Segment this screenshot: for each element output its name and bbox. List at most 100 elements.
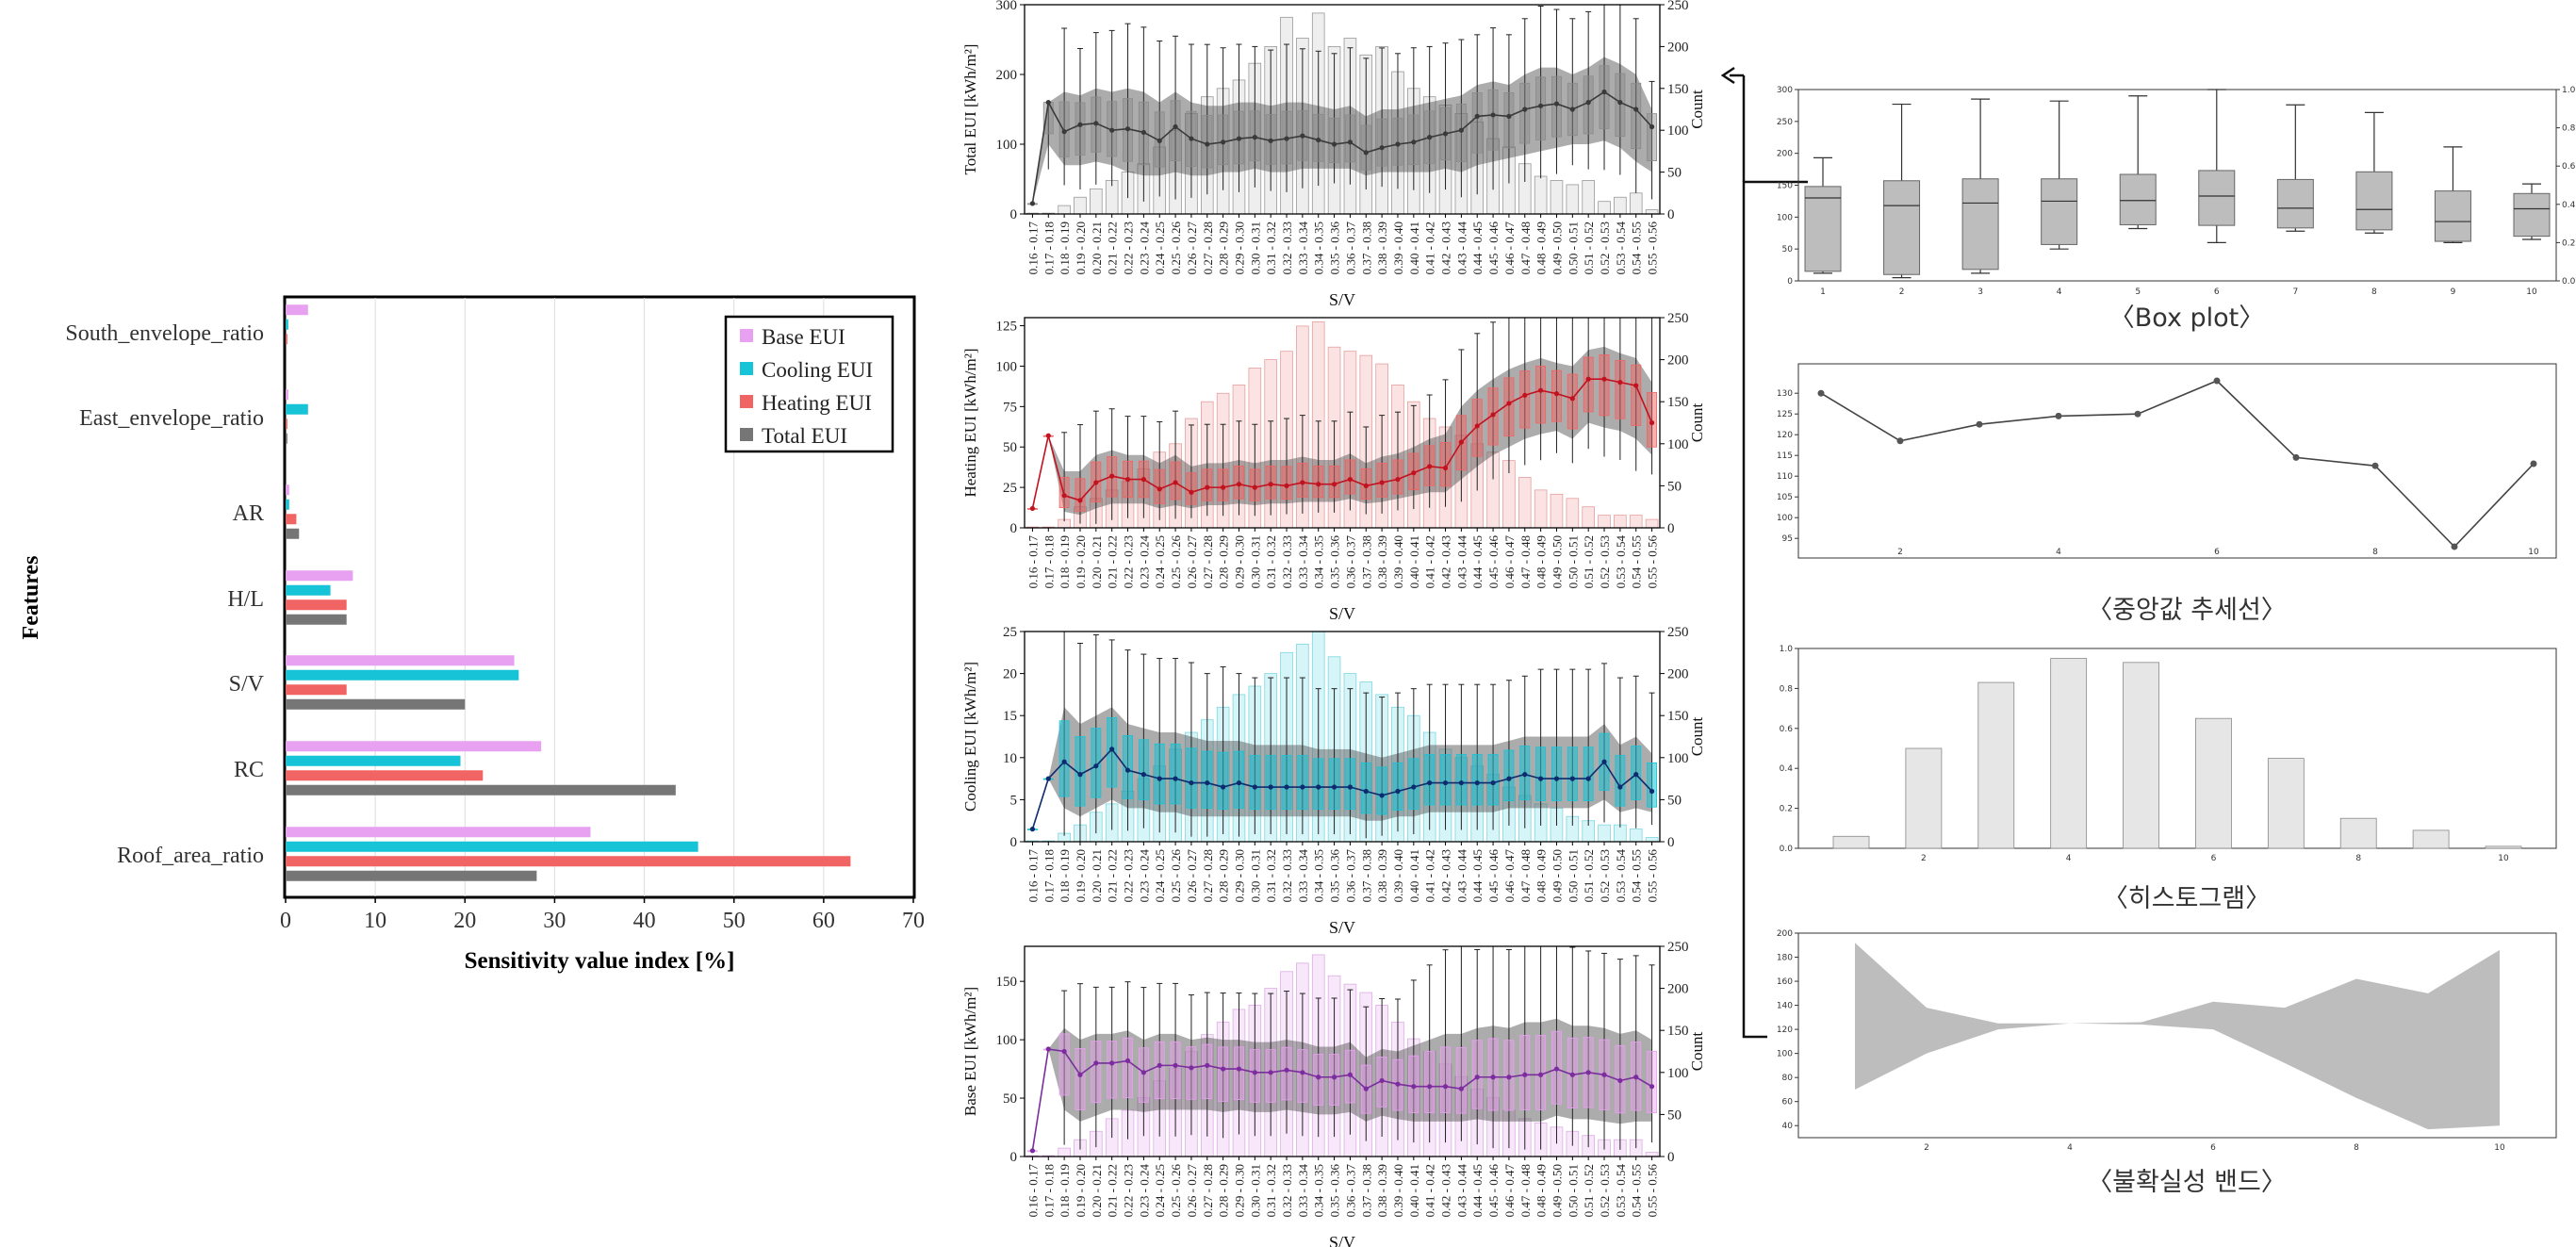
x-tick-label: 0 <box>280 909 291 933</box>
x-tick-label: 0.36 - 0.37 <box>1343 222 1357 275</box>
category-label: East_envelope_ratio <box>79 406 264 431</box>
median-point <box>1633 772 1639 778</box>
median-point <box>1061 1048 1067 1055</box>
box <box>1471 754 1483 806</box>
x-tick-label: 0.50 - 0.51 <box>1566 535 1580 588</box>
x-tick-label: 0.18 - 0.19 <box>1058 535 1072 588</box>
x-tick-label: 0.22 - 0.23 <box>1122 849 1136 902</box>
x-tick-label: 0.41 - 0.42 <box>1423 849 1437 902</box>
box <box>1329 758 1340 810</box>
x-tick-label: 8 <box>2371 287 2377 297</box>
x-tick-label: 40 <box>633 909 656 933</box>
box <box>1535 366 1547 424</box>
panel-frame <box>1024 631 1661 843</box>
median-point <box>1522 1072 1528 1077</box>
tick-label: 100 <box>1777 514 1793 523</box>
median-point <box>1538 387 1544 393</box>
x-tick-label: 0.32 - 0.33 <box>1280 849 1294 902</box>
tick-label: 100 <box>1777 213 1793 222</box>
box <box>1599 65 1610 129</box>
box <box>1376 118 1387 167</box>
panel-y2label: Count <box>1688 1031 1706 1071</box>
sensitivity-bar <box>286 514 297 525</box>
x-tick-label: 0.33 - 0.34 <box>1296 222 1310 275</box>
panel-frame <box>1024 945 1661 1157</box>
median-point <box>1585 776 1591 781</box>
y2-tick-label: 0 <box>1667 207 1675 222</box>
median-point <box>1347 784 1354 790</box>
x-tick-label: 30 <box>543 909 566 933</box>
box <box>1202 750 1213 809</box>
median-point <box>1077 1072 1083 1077</box>
median-point <box>1205 1062 1210 1068</box>
x-tick-label: 0.16 - 0.17 <box>1025 849 1040 903</box>
x-tick-label: 0.34 - 0.35 <box>1312 535 1326 588</box>
y-tick-label: 0 <box>1010 207 1018 222</box>
median-point <box>1316 784 1321 790</box>
box <box>1392 117 1403 166</box>
box <box>1647 113 1658 161</box>
median-point <box>1379 1077 1385 1084</box>
x-tick-label: 0.34 - 0.35 <box>1312 849 1326 902</box>
box <box>1170 1041 1181 1100</box>
sensitivity-bar <box>286 389 288 401</box>
x-tick-label: 0.25 - 0.26 <box>1169 1164 1183 1218</box>
median-point <box>1029 201 1036 206</box>
median-point <box>1553 101 1560 107</box>
x-tick-label: 2 <box>1899 287 1905 297</box>
median-point <box>1029 827 1036 832</box>
median-point <box>1553 776 1560 781</box>
histogram-bar <box>2195 717 2232 849</box>
x-tick-label: 0.20 - 0.21 <box>1090 849 1104 902</box>
median-point <box>1140 1070 1146 1075</box>
panel-y2label: Count <box>1688 716 1706 756</box>
median-point <box>1506 113 1512 119</box>
x-tick-label: 0.40 - 0.41 <box>1407 535 1421 588</box>
legend-label: Base EUI <box>762 325 845 349</box>
x-tick-label: 0.41 - 0.42 <box>1423 1164 1437 1217</box>
median-point <box>1649 419 1655 426</box>
y-tick-label: 10 <box>1003 751 1017 766</box>
legend-swatch <box>740 329 753 342</box>
x-tick-label: 0.18 - 0.19 <box>1058 1164 1072 1217</box>
median-point <box>1045 433 1051 438</box>
median-point <box>1506 776 1512 781</box>
median-point <box>1569 1072 1575 1077</box>
median-point <box>1569 107 1575 112</box>
tick-label: 40 <box>1782 1122 1794 1131</box>
x-tick-label: 0.54 - 0.55 <box>1630 222 1644 274</box>
median-point <box>1157 776 1162 781</box>
x-tick-label: 0.16 - 0.17 <box>1025 1164 1040 1218</box>
x-tick-label: 0.49 - 0.50 <box>1550 222 1564 274</box>
median-point <box>1061 129 1067 135</box>
median-trend-point <box>2371 462 2379 469</box>
x-tick-label: 10 <box>2528 548 2539 557</box>
median-point <box>1109 473 1115 479</box>
x-tick-label: 4 <box>2056 548 2061 557</box>
box <box>1091 728 1102 798</box>
legend-label: Total EUI <box>762 424 847 448</box>
y-tick-label: 0 <box>1010 521 1018 536</box>
x-tick-label: 0.35 - 0.36 <box>1328 535 1342 589</box>
median-line <box>1031 1048 1652 1151</box>
panel-ylabel: Cooling EUI [kWh/m²] <box>961 662 979 812</box>
box <box>1804 186 1842 272</box>
y2-tick-label: 250 <box>1667 940 1689 955</box>
x-tick-label: 0.46 - 0.47 <box>1502 849 1517 903</box>
median-frame <box>1797 363 2557 559</box>
x-tick-label: 0.53 - 0.54 <box>1614 222 1628 275</box>
tick-label: 0.8 <box>2562 124 2576 134</box>
median-point <box>1585 1070 1591 1075</box>
median-trend-point <box>2530 460 2537 468</box>
x-tick-label: 0.29 - 0.30 <box>1232 849 1246 902</box>
x-tick-label: 6 <box>2214 548 2220 557</box>
x-tick-label: 0.48 - 0.49 <box>1534 222 1549 274</box>
median-point <box>1124 476 1131 483</box>
median-point <box>1140 129 1146 136</box>
x-tick-label: 0.49 - 0.50 <box>1550 535 1564 588</box>
median-point <box>1221 784 1226 790</box>
x-tick-label: 0.43 - 0.44 <box>1454 535 1468 589</box>
